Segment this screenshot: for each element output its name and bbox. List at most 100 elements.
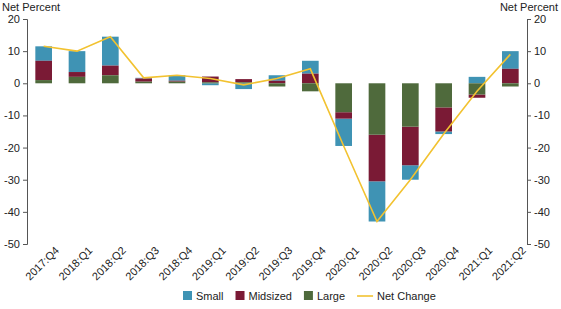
bar (502, 69, 519, 83)
plot-area (35, 37, 518, 222)
tick-label: 0 (14, 77, 20, 89)
tick-label: -50 (534, 238, 550, 250)
bar (69, 72, 86, 77)
tick-label: 2020:Q1 (323, 244, 361, 282)
tick-mark (23, 115, 27, 116)
tick-mark (23, 180, 27, 181)
axis-title: Net Percent (2, 1, 60, 13)
bar (35, 46, 52, 60)
bar (35, 80, 52, 83)
bar (69, 77, 86, 83)
legend-item: Small (183, 290, 224, 302)
bar (169, 82, 186, 84)
tick: 2020:Q4 (423, 244, 461, 282)
tick-label: -10 (4, 109, 20, 121)
legend-swatch (183, 291, 192, 300)
tick: 2020:Q2 (356, 244, 394, 282)
x-axis: 2017:Q42018:Q12018:Q22018:Q32018:Q42019:… (23, 244, 528, 282)
tick: 2019:Q1 (190, 244, 228, 282)
tick: -20 (527, 142, 550, 154)
bar-series (35, 37, 518, 222)
tick-label: 2020:Q3 (390, 244, 428, 282)
bar (335, 112, 352, 118)
tick-label: 2021:Q1 (456, 244, 494, 282)
tick: 2018:Q3 (123, 244, 161, 282)
tick: -40 (4, 206, 27, 218)
tick-label: -20 (534, 142, 550, 154)
tick-mark (527, 244, 531, 245)
tick: 2018:Q4 (156, 244, 194, 282)
tick-label: 2017:Q4 (23, 244, 61, 282)
tick-mark (23, 244, 27, 245)
tick-label: 2018:Q1 (56, 244, 94, 282)
tick: 2018:Q2 (90, 244, 128, 282)
tick: 2019:Q3 (256, 244, 294, 282)
legend-label: Large (317, 290, 345, 302)
tick-mark (23, 19, 27, 20)
tick-label: -20 (4, 142, 20, 154)
tick: 10 (8, 45, 27, 57)
bar (202, 83, 219, 85)
tick-label: 2018:Q2 (90, 244, 128, 282)
tick-label: 2020:Q2 (356, 244, 394, 282)
legend-swatch (304, 291, 313, 300)
tick-label: -40 (534, 206, 550, 218)
tick: -10 (4, 109, 27, 121)
tick-label: 2018:Q4 (156, 244, 194, 282)
axis: -50 -40 -30 -20 -10 0 10 20 (4, 13, 27, 250)
bar (369, 83, 386, 134)
legend-item: Large (304, 290, 345, 302)
legend-item: Net Change (357, 290, 436, 302)
bar (402, 127, 419, 166)
tick-mark (527, 19, 531, 20)
tick-mark (527, 180, 531, 181)
tick-label: 2019:Q2 (223, 244, 261, 282)
bar-series (35, 75, 518, 134)
line (44, 37, 511, 222)
tick-mark (23, 148, 27, 149)
tick-label: 2019:Q1 (190, 244, 228, 282)
tick: 0 (14, 77, 27, 89)
bar (402, 83, 419, 126)
tick: 2020:Q3 (390, 244, 428, 282)
tick: 2021:Q2 (490, 244, 528, 282)
bar (369, 135, 386, 182)
tick: -30 (4, 174, 27, 186)
legend-label: Net Change (377, 290, 436, 302)
bar (369, 181, 386, 221)
tick: -20 (4, 142, 27, 154)
bar (235, 79, 252, 82)
legend-label: Small (196, 290, 224, 302)
tick: 2019:Q2 (223, 244, 261, 282)
tick-label: 10 (534, 45, 546, 57)
bar (435, 83, 452, 107)
bar (69, 51, 86, 72)
bar (335, 83, 352, 112)
bar (102, 37, 119, 66)
bar (302, 83, 319, 91)
tick-label: -30 (4, 174, 20, 186)
tick-mark (527, 51, 531, 52)
tick-label: 2019:Q4 (290, 244, 328, 282)
tick-label: -50 (4, 238, 20, 250)
tick-label: 2018:Q3 (123, 244, 161, 282)
tick: 20 (527, 13, 546, 25)
legend-swatch (357, 295, 373, 297)
tick-label: -10 (534, 109, 550, 121)
tick: 2020:Q1 (323, 244, 361, 282)
bar (102, 75, 119, 83)
tick: -30 (527, 174, 550, 186)
tick-mark (527, 212, 531, 213)
axis-line (528, 20, 532, 245)
tick: -40 (527, 206, 550, 218)
tick: -10 (527, 109, 550, 121)
bar (269, 83, 286, 86)
tick-label: 2019:Q3 (256, 244, 294, 282)
tick: -50 (527, 238, 550, 250)
tick-label: 20 (534, 13, 546, 25)
axis-title: Net Percent (500, 1, 558, 13)
tick: 20 (8, 13, 27, 25)
axis: -50-40-30-20-1001020 (527, 13, 550, 250)
tick-mark (23, 212, 27, 213)
bar (502, 83, 519, 86)
